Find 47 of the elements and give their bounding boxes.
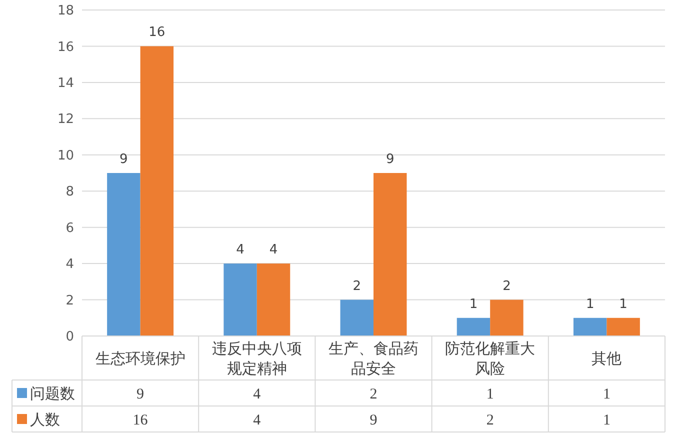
data-label: 16 (132, 412, 148, 428)
bar (224, 264, 257, 336)
text: 1 (619, 296, 628, 312)
bar (107, 173, 140, 336)
data-label: 9 (370, 412, 378, 428)
text: 4 (236, 242, 244, 258)
legend-label: 人数 (30, 410, 60, 428)
data-label: 9 (136, 386, 144, 402)
x-tick-label: 违反中央八项规定精神 (212, 339, 302, 378)
y-tick-label: 18 (57, 4, 74, 19)
y-tick-label: 2 (66, 293, 74, 308)
y-tick-label: 6 (66, 220, 74, 236)
data-label: 4 (253, 386, 262, 402)
bar (490, 300, 524, 336)
x-tick-label: 生产、食品药品安全 (328, 339, 418, 378)
text: 2 (502, 278, 511, 294)
text: 9 (120, 152, 128, 167)
legend-label: 问题数 (30, 384, 75, 402)
bar (140, 46, 174, 336)
y-tick-label: 0 (66, 330, 74, 345)
y-tick-label: 16 (57, 40, 74, 55)
text: 2 (352, 278, 362, 294)
y-tick-label: 10 (57, 148, 74, 164)
y-tick-label: 4 (66, 257, 74, 272)
text: 4 (269, 242, 278, 258)
x-tick-label: 生态环境保护 (95, 349, 186, 368)
data-label: 4 (253, 412, 262, 428)
bar (606, 318, 640, 336)
y-tick-label: 14 (57, 76, 74, 91)
bar (340, 300, 374, 336)
text: 16 (148, 25, 166, 40)
bar (256, 264, 290, 336)
text: 9 (386, 152, 394, 167)
bar (374, 173, 407, 336)
data-label: 1 (486, 386, 494, 402)
bar (573, 318, 607, 336)
text: 1 (469, 296, 478, 312)
data-label: 2 (486, 412, 494, 428)
data-label: 1 (602, 386, 610, 402)
y-tick-label: 12 (57, 112, 74, 128)
text: 1 (586, 296, 594, 312)
data-label: 2 (370, 386, 378, 402)
x-tick-label: 其他 (592, 349, 622, 368)
data-label: 1 (602, 412, 610, 428)
bar (456, 318, 490, 336)
x-tick-label: 防范化解重大风险 (445, 339, 536, 378)
y-tick-label: 8 (66, 184, 74, 200)
